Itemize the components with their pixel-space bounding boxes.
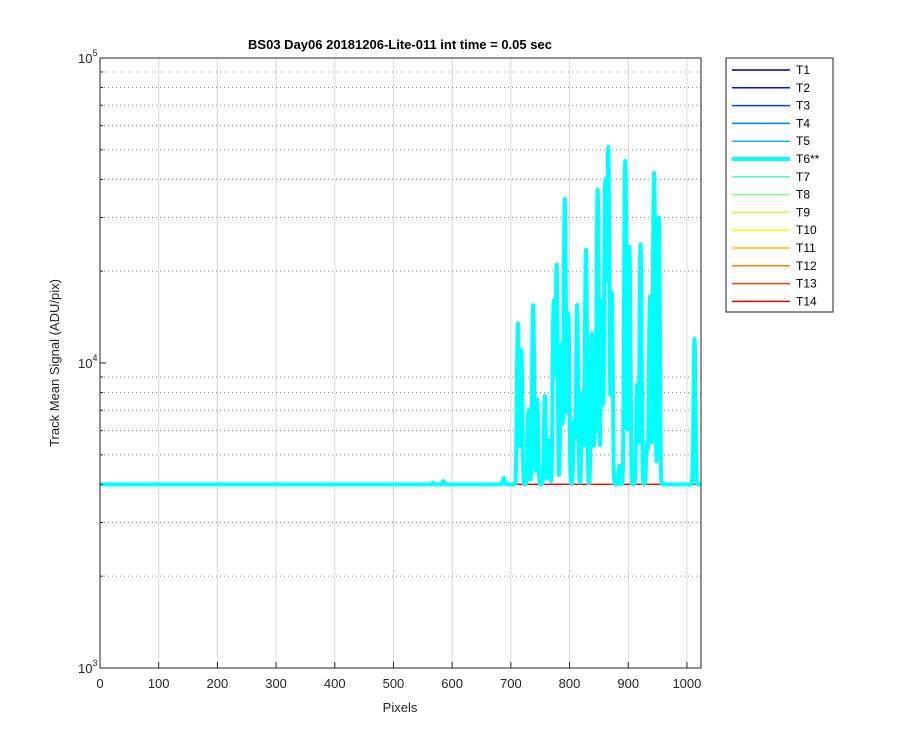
x-tick-label: 900 bbox=[617, 676, 639, 691]
legend-label: T5 bbox=[796, 134, 810, 148]
series-line-T6 bbox=[98, 145, 703, 487]
chart-title: BS03 Day06 20181206-Lite-011 int time = … bbox=[248, 37, 552, 52]
x-axis-label: Pixels bbox=[383, 700, 418, 715]
legend-label: T9 bbox=[796, 205, 810, 219]
series-layer bbox=[98, 145, 703, 487]
legend-label: T2 bbox=[796, 81, 810, 95]
legend-label: T12 bbox=[796, 259, 817, 273]
x-tick-label: 0 bbox=[96, 676, 103, 691]
legend-label: T14 bbox=[796, 294, 817, 308]
legend-label: T11 bbox=[796, 241, 816, 255]
legend-label: T6** bbox=[796, 152, 820, 166]
x-tick-label: 100 bbox=[148, 676, 170, 691]
legend-label: T4 bbox=[796, 116, 810, 130]
y-tick-label: 103 bbox=[78, 658, 97, 676]
legend-label: T13 bbox=[796, 277, 817, 291]
y-tick-label: 105 bbox=[78, 48, 97, 66]
legend-label: T10 bbox=[796, 223, 817, 237]
x-tick-label: 800 bbox=[559, 676, 581, 691]
legend-label: T1 bbox=[796, 63, 810, 77]
legend-box bbox=[725, 57, 834, 313]
x-tick-label: 600 bbox=[441, 676, 463, 691]
y-axis-label: Track Mean Signal (ADU/pix) bbox=[47, 279, 62, 447]
x-tick-label: 200 bbox=[207, 676, 229, 691]
legend-label: T3 bbox=[796, 99, 810, 113]
legend-label: T7 bbox=[796, 170, 810, 184]
x-tick-label: 500 bbox=[383, 676, 405, 691]
legend: T1 T2 T3 T4 T5 T6** T7 T8 T9 T10 T11 T12 T13 T14 bbox=[725, 57, 834, 313]
x-tick-label: 700 bbox=[500, 676, 522, 691]
x-tick-label: 400 bbox=[324, 676, 346, 691]
axis-ticks: 0 100 200 300 400 500 600 700 800 900 1000 103 104 10… bbox=[78, 48, 701, 691]
y-tick-label: 104 bbox=[78, 353, 97, 371]
x-tick-label: 300 bbox=[265, 676, 287, 691]
legend-label: T8 bbox=[796, 188, 810, 202]
x-tick-label: 1000 bbox=[672, 676, 701, 691]
